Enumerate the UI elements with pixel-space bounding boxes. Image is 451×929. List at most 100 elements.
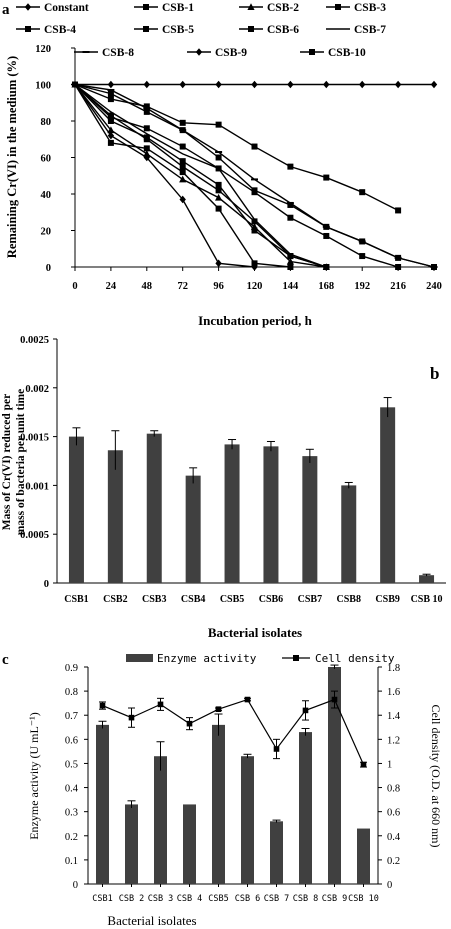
a-x-tick-label: 96	[213, 281, 224, 292]
a-series-line	[74, 83, 399, 212]
a-y-tick-label: 60	[41, 154, 52, 165]
b-x-tick-label: CSB2	[103, 594, 127, 605]
panel-b-x-label: Bacterial isolates	[208, 625, 302, 640]
b-y-tick-label: 0	[44, 579, 49, 590]
a-series-line	[74, 83, 399, 268]
a-data-point	[143, 134, 150, 141]
a-data-point	[215, 154, 222, 161]
c-x-tick-label: CSB 8	[293, 894, 319, 904]
a-data-point	[72, 81, 78, 88]
a-series-csb-10	[72, 81, 330, 270]
a-data-point	[107, 118, 114, 124]
c-legend-line-marker	[293, 655, 299, 661]
panel-b: b 0 0.0005 0.001 0.0015 0.002 0.0025 CSB1 CSB2…	[1, 335, 446, 640]
a-legend-label: CSB-7	[354, 24, 386, 36]
a-legend-swatch-marker	[248, 26, 254, 32]
a-series-csb-8	[71, 83, 438, 268]
c-left-tick-label: 0.5	[65, 759, 78, 770]
c-cell-density-line	[102, 698, 365, 765]
a-data-point	[107, 131, 115, 140]
a-legend-label: CSB-9	[215, 47, 247, 59]
a-legend-item: CSB-2	[239, 2, 299, 14]
panel-b-bars	[68, 397, 435, 583]
panel-b-y-ticks: 0 0.0005 0.001 0.0015 0.002 0.0025	[20, 335, 57, 590]
panel-b-y-label-line2: mass of bacteria per unit time	[15, 389, 27, 535]
c-right-tick-label: 0.8	[387, 784, 400, 795]
c-left-tick-label: 0.8	[65, 687, 78, 698]
panel-b-letter: b	[430, 364, 439, 383]
c-line-point	[331, 696, 338, 703]
b-bar	[263, 446, 279, 583]
a-series-csb-4	[72, 81, 402, 214]
a-series-constant	[71, 80, 438, 89]
panel-c-left-ticks: 0 0.1 0.2 0.3 0.4 0.5 0.6 0.7 0.8 0.9	[65, 663, 88, 891]
panel-c-line-series	[99, 690, 367, 768]
a-x-tick-label: 216	[390, 281, 406, 292]
a-legend-item: CSB-1	[134, 2, 194, 14]
c-line-point	[360, 761, 367, 768]
b-bar	[341, 485, 357, 583]
a-series-line	[74, 84, 327, 268]
a-legend-label: Constant	[44, 2, 89, 14]
c-legend-label: Cell density	[315, 652, 395, 665]
a-legend-label: CSB-6	[267, 24, 299, 36]
c-x-tick-label: CSB 10	[348, 894, 379, 904]
c-line-point	[244, 696, 251, 703]
a-data-point	[215, 80, 222, 89]
a-legend-item: CSB-6	[239, 24, 299, 36]
c-right-tick-label: 1.2	[387, 735, 400, 746]
c-bar	[183, 804, 196, 884]
c-x-tick-label: CSB1	[92, 894, 112, 904]
a-data-point	[251, 189, 258, 196]
a-data-point	[143, 80, 150, 89]
a-legend-item: CSB-3	[326, 2, 386, 14]
panel-a: a Constant CSB-1 CSB-2 CSB-3 CSB-4 CSB-5 CSB-6…	[2, 2, 442, 328]
a-legend-item: CSB-7	[326, 24, 386, 36]
c-right-tick-label: 0.2	[387, 856, 400, 867]
a-data-point	[179, 80, 186, 89]
c-x-tick-label: CSB 7	[264, 894, 290, 904]
c-bar	[96, 724, 109, 884]
c-x-tick-label: CSB 3	[148, 894, 174, 904]
a-data-point	[287, 214, 294, 221]
a-x-tick-label: 24	[106, 281, 117, 292]
a-series-line	[74, 83, 327, 268]
panel-c-bars	[96, 664, 370, 884]
a-legend-swatch-marker	[309, 49, 315, 55]
a-data-point	[251, 143, 258, 150]
a-y-tick-label: 0	[46, 263, 51, 274]
a-legend-swatch-marker	[25, 26, 31, 32]
panel-a-series	[71, 80, 438, 271]
c-line-point	[273, 746, 280, 752]
a-legend-label: CSB-3	[354, 2, 386, 14]
a-legend-swatch-marker	[143, 4, 149, 10]
a-series-line	[74, 83, 327, 268]
panel-a-legend: Constant CSB-1 CSB-2 CSB-3 CSB-4 CSB-5 CSB-6 CS…	[16, 2, 386, 59]
a-data-point	[179, 119, 186, 126]
a-data-point	[107, 139, 114, 146]
c-bar	[328, 667, 341, 884]
c-right-tick-label: 1.8	[387, 663, 400, 674]
a-data-point	[323, 174, 330, 181]
c-right-tick-label: 0.6	[387, 808, 400, 819]
a-data-point	[143, 153, 150, 162]
c-legend-bar-swatch	[126, 654, 153, 662]
a-data-point	[323, 232, 330, 239]
c-line-point	[157, 701, 164, 708]
c-x-tick-label: CSB 4	[177, 894, 203, 904]
a-data-point	[215, 181, 222, 188]
c-left-tick-label: 0.6	[65, 735, 78, 746]
a-series-csb-2	[71, 80, 330, 270]
b-x-tick-label: CSB4	[181, 594, 205, 605]
a-data-point	[395, 207, 402, 214]
panel-c-right-label: Cell density (O.D. at 660 nm)	[429, 705, 443, 848]
a-data-point	[107, 90, 114, 97]
panel-a-y-ticks: 0 20 40 60 80 100 120	[35, 44, 75, 274]
a-legend-swatch-marker	[335, 4, 341, 10]
c-bar	[357, 828, 370, 884]
b-bar	[146, 433, 162, 583]
c-left-tick-label: 0.9	[65, 663, 78, 674]
a-legend-swatch-marker	[247, 3, 255, 11]
a-data-point	[215, 121, 222, 128]
a-data-point	[395, 264, 402, 270]
